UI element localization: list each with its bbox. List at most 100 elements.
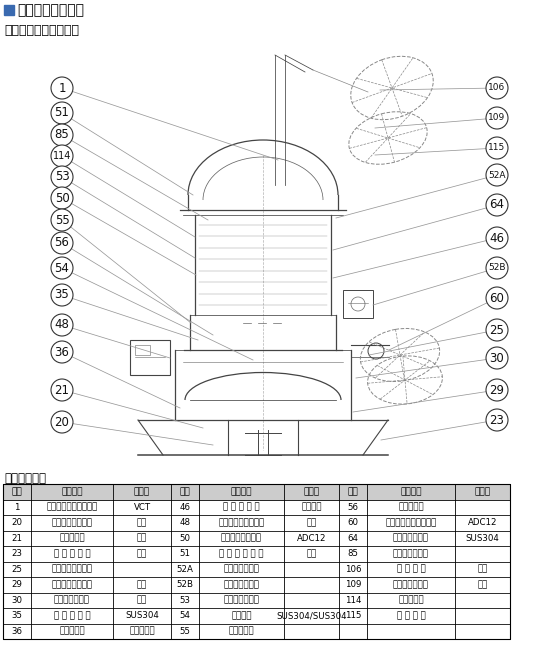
Text: 53: 53 xyxy=(54,171,69,184)
Text: ス ト レ ー ナ: ス ト レ ー ナ xyxy=(54,549,90,558)
Text: 樹脂: 樹脂 xyxy=(137,519,147,527)
Text: 36: 36 xyxy=(54,345,69,358)
Text: 52B: 52B xyxy=(177,580,194,589)
Text: 64: 64 xyxy=(490,199,504,212)
Circle shape xyxy=(51,124,73,146)
Text: 56: 56 xyxy=(348,503,359,512)
Circle shape xyxy=(51,379,73,401)
Text: 21: 21 xyxy=(12,533,23,543)
Text: SUS304/SUS304: SUS304/SUS304 xyxy=(276,611,347,620)
Text: 樹脂: 樹脂 xyxy=(137,596,147,605)
Text: 55: 55 xyxy=(179,627,190,636)
Circle shape xyxy=(486,164,508,186)
Text: 樹脂: 樹脂 xyxy=(477,580,488,589)
Bar xyxy=(3,500,510,515)
Text: 54: 54 xyxy=(179,611,190,620)
Text: ヘ ッ ド カ バ ー: ヘ ッ ド カ バ ー xyxy=(219,549,264,558)
Text: ト ラ ン ス: ト ラ ン ス xyxy=(397,611,425,620)
Text: 23: 23 xyxy=(490,413,504,426)
Text: 品名・材質表: 品名・材質表 xyxy=(4,472,46,485)
Bar xyxy=(3,624,510,639)
Bar xyxy=(3,515,510,530)
Text: 下　部　軸　受: 下 部 軸 受 xyxy=(223,580,260,589)
Text: 53: 53 xyxy=(179,596,190,605)
Text: 品　　名: 品 名 xyxy=(61,487,82,496)
Text: SUS304: SUS304 xyxy=(125,611,159,620)
Text: 35: 35 xyxy=(54,289,69,302)
Text: 106: 106 xyxy=(345,565,361,574)
Text: モータフレーム: モータフレーム xyxy=(393,533,429,543)
Text: 29: 29 xyxy=(12,580,23,589)
Text: 固　転　子: 固 転 子 xyxy=(229,627,254,636)
Text: 構造断面図（例）: 構造断面図（例） xyxy=(17,3,84,17)
Text: 35: 35 xyxy=(12,611,23,620)
Text: 60: 60 xyxy=(348,519,359,527)
Bar xyxy=(135,345,150,355)
Text: 主　　軸: 主 軸 xyxy=(231,611,252,620)
Text: 固　定　子: 固 定 子 xyxy=(398,503,424,512)
Text: 109: 109 xyxy=(345,580,361,589)
Text: 20: 20 xyxy=(12,519,23,527)
Text: VCT: VCT xyxy=(134,503,151,512)
Text: ベアリングハウジング: ベアリングハウジング xyxy=(386,519,437,527)
Text: 30: 30 xyxy=(12,596,23,605)
Text: キャブタイヤケーブル: キャブタイヤケーブル xyxy=(46,503,98,512)
Text: 品　　名: 品 名 xyxy=(400,487,422,496)
Circle shape xyxy=(486,257,508,279)
Text: 46: 46 xyxy=(179,503,190,512)
Text: ADC12: ADC12 xyxy=(297,533,326,543)
Text: 樹脂: 樹脂 xyxy=(137,580,147,589)
Text: 樹脂: 樹脂 xyxy=(306,549,317,558)
Text: 21: 21 xyxy=(54,384,69,397)
Circle shape xyxy=(486,194,508,216)
Text: 上　部　軸　受: 上 部 軸 受 xyxy=(223,565,260,574)
Text: 52B: 52B xyxy=(488,263,506,273)
Text: 115: 115 xyxy=(345,611,361,620)
Text: 30: 30 xyxy=(490,352,504,365)
Text: 85: 85 xyxy=(54,129,69,141)
Text: 48: 48 xyxy=(179,519,190,527)
Text: 材　質: 材 質 xyxy=(475,487,491,496)
Circle shape xyxy=(51,314,73,336)
Text: 25: 25 xyxy=(12,565,23,574)
Text: 樹脂: 樹脂 xyxy=(137,549,147,558)
Text: 樹脂: 樹脂 xyxy=(477,565,488,574)
Text: 樹脂: 樹脂 xyxy=(306,519,317,527)
Text: 48: 48 xyxy=(54,319,69,332)
Text: メカニカルシール: メカニカルシール xyxy=(52,565,92,574)
Text: 品番: 品番 xyxy=(348,487,359,496)
Text: 材　質: 材 質 xyxy=(304,487,320,496)
Circle shape xyxy=(486,409,508,431)
Bar xyxy=(3,608,510,624)
Bar xyxy=(4,5,14,15)
Text: ポンプケーシング: ポンプケーシング xyxy=(52,519,92,527)
Text: 25: 25 xyxy=(490,323,504,336)
Text: オイルケーシング: オイルケーシング xyxy=(52,580,92,589)
Text: 29: 29 xyxy=(490,384,504,397)
Text: 樹脂: 樹脂 xyxy=(137,533,147,543)
Bar xyxy=(3,530,510,546)
Circle shape xyxy=(51,341,73,363)
Text: 55: 55 xyxy=(54,214,69,227)
Text: 1: 1 xyxy=(58,82,66,95)
Bar xyxy=(3,561,510,577)
Circle shape xyxy=(51,209,73,231)
Text: 46: 46 xyxy=(490,232,504,245)
Text: 潤　滑　油: 潤 滑 油 xyxy=(59,627,85,636)
Text: 60: 60 xyxy=(490,291,504,304)
Circle shape xyxy=(51,166,73,188)
Text: 114: 114 xyxy=(345,596,361,605)
Text: ガラス球: ガラス球 xyxy=(301,503,322,512)
Text: 品番: 品番 xyxy=(12,487,23,496)
Bar xyxy=(3,593,510,608)
Circle shape xyxy=(51,77,73,99)
Text: 50: 50 xyxy=(179,533,190,543)
Text: 36: 36 xyxy=(12,627,23,636)
Circle shape xyxy=(486,379,508,401)
Text: リ　レ　ー: リ レ ー xyxy=(398,596,424,605)
Bar xyxy=(3,484,510,639)
Text: モータブラケット: モータブラケット xyxy=(221,533,262,543)
Text: 材　質: 材 質 xyxy=(134,487,150,496)
Text: 制　御　基　板: 制 御 基 板 xyxy=(393,549,429,558)
Bar xyxy=(130,340,170,375)
